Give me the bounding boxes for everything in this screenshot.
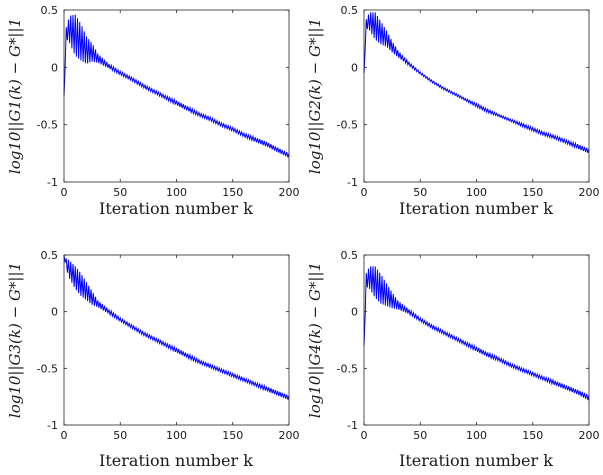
panel-3-axes-frame: [63, 254, 290, 426]
panel-1-x-ticks: 0 50 100 150 200: [61, 10, 300, 199]
panel-1: 0 50 100 150 200 0.5 0 -0.5 -1 Iteration number…: [6, 4, 300, 218]
panel-2-y-tick-label: -1: [347, 176, 358, 189]
panel-1-y-label: log10||G1(k) − G*||1: [6, 18, 24, 174]
panel-2-x-ticks: 0 50 100 150 200: [361, 10, 600, 199]
panel-1-x-tick-label: 0: [61, 186, 68, 199]
panel-4: 0 50 100 150 200 0.5 0 -0.5 -1 Iteration number…: [306, 249, 600, 470]
panel-2-x-tick-label: 150: [522, 186, 543, 199]
panel-1-y-tick-label: 0: [51, 61, 58, 74]
panel-2-x-tick-label: 200: [579, 186, 600, 199]
panel-4-y-tick-label: -1: [347, 419, 358, 432]
panel-1-y-tick-label: 0.5: [41, 4, 59, 17]
panel-2-y-label: log10||G2(k) − G*||1: [306, 18, 324, 174]
panel-1-series-1-line: [63, 14, 290, 158]
panel-4-x-tick-label: 100: [466, 429, 487, 442]
panel-3-x-label: Iteration number k: [99, 451, 253, 470]
panel-2-y-tick-label: 0.5: [341, 4, 359, 17]
panel-3-y-label: log10||G3(k) − G*||1: [6, 262, 24, 418]
panel-2-series-line: [363, 12, 590, 154]
panel-2-series-1-line: [363, 12, 590, 154]
panel-3-x-tick-label: 200: [279, 429, 300, 442]
panel-1-y-tick-label: -1: [47, 176, 58, 189]
panel-3-x-tick-label: 150: [222, 429, 243, 442]
panel-4-y-label: log10||G4(k) − G*||1: [306, 262, 324, 418]
panel-2: 0 50 100 150 200 0.5 0 -0.5 -1 Iteration number…: [306, 4, 600, 218]
panel-2-y-tick-label: 0: [351, 61, 358, 74]
panel-4-x-tick-label: 150: [522, 429, 543, 442]
panel-3-y-tick-label: -1: [47, 419, 58, 432]
panel-4-x-tick-label: 50: [413, 429, 427, 442]
panel-1-x-label: Iteration number k: [99, 199, 253, 218]
panel-3-x-tick-label: 0: [61, 429, 68, 442]
panel-2-x-tick-label: 100: [466, 186, 487, 199]
panel-4-x-ticks: 0 50 100 150 200: [361, 255, 600, 442]
panel-1-x-tick-label: 150: [222, 186, 243, 199]
panel-1-y-ticks: 0.5 0 -0.5 -1: [37, 4, 289, 189]
panel-1-x-tick-label: 50: [113, 186, 127, 199]
panel-4-axes-frame: [363, 254, 590, 426]
panel-3-x-ticks: 0 50 100 150 200: [61, 255, 300, 442]
panel-2-y-ticks: 0.5 0 -0.5 -1: [337, 4, 589, 189]
panel-4-series-line: [363, 266, 590, 401]
panel-3-y-tick-label: 0: [51, 306, 58, 319]
panel-4-x-tick-label: 0: [361, 429, 368, 442]
panel-2-x-tick-label: 0: [361, 186, 368, 199]
panel-1-x-tick-label: 100: [166, 186, 187, 199]
panel-1-y-tick-label: -0.5: [37, 119, 58, 132]
panel-3-y-tick-label: -0.5: [37, 362, 58, 375]
panel-4-x-label: Iteration number k: [399, 451, 553, 470]
panel-3-y-ticks: 0.5 0 -0.5 -1: [37, 249, 289, 432]
panel-4-series-1-line: [363, 266, 590, 401]
panel-4-y-tick-label: -0.5: [337, 362, 358, 375]
panel-3: 0 50 100 150 200 0.5 0 -0.5 -1 Iteration number…: [6, 249, 300, 470]
panel-2-x-label: Iteration number k: [399, 199, 553, 218]
panel-2-x-tick-label: 50: [413, 186, 427, 199]
panel-3-y-tick-label: 0.5: [41, 249, 59, 262]
panel-4-y-tick-label: 0: [351, 306, 358, 319]
panel-3-series-line: [63, 254, 290, 400]
panel-1-axes-frame: [63, 9, 290, 183]
panel-1-series-line: [63, 14, 290, 158]
panel-4-y-tick-label: 0.5: [341, 249, 359, 262]
panel-2-y-tick-label: -0.5: [337, 119, 358, 132]
panel-3-series-1-line: [63, 254, 290, 400]
panel-1-x-tick-label: 200: [279, 186, 300, 199]
panel-4-y-ticks: 0.5 0 -0.5 -1: [337, 249, 589, 432]
panel-3-x-tick-label: 50: [113, 429, 127, 442]
panel-3-x-tick-label: 100: [166, 429, 187, 442]
panel-4-x-tick-label: 200: [579, 429, 600, 442]
panel-2-axes-frame: [363, 9, 590, 183]
